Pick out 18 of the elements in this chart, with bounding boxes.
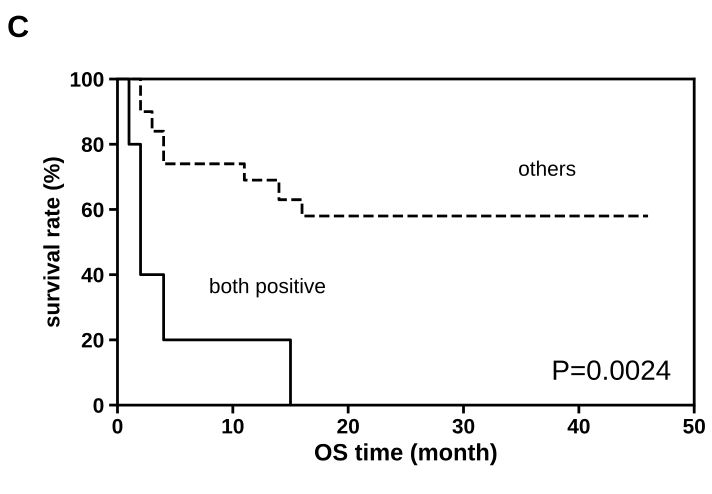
x-tick-label: 0 bbox=[112, 418, 122, 434]
x-tick-label: 50 bbox=[683, 418, 705, 434]
y-tick-label: 40 bbox=[81, 268, 104, 282]
x-tick-label: 20 bbox=[337, 418, 359, 434]
x-tick-label: 30 bbox=[452, 418, 474, 434]
y-axis-title: survival rate (%) bbox=[43, 157, 64, 328]
x-axis-title: OS time (month) bbox=[315, 443, 496, 466]
y-tick-label: 80 bbox=[82, 137, 104, 152]
x-tick-label: 40 bbox=[568, 418, 590, 434]
annotation: P=0.0024 bbox=[554, 360, 670, 380]
y-tick-label: 60 bbox=[82, 202, 104, 218]
x-tick-label: 10 bbox=[222, 418, 244, 434]
y-tick-label: 0 bbox=[94, 398, 104, 413]
series-label: others bbox=[519, 160, 576, 176]
text: both positive bbox=[210, 278, 325, 298]
y-tick-label: 20 bbox=[82, 332, 104, 348]
y-tick-label: 100 bbox=[70, 72, 104, 87]
chart-title: C bbox=[8, 16, 28, 38]
